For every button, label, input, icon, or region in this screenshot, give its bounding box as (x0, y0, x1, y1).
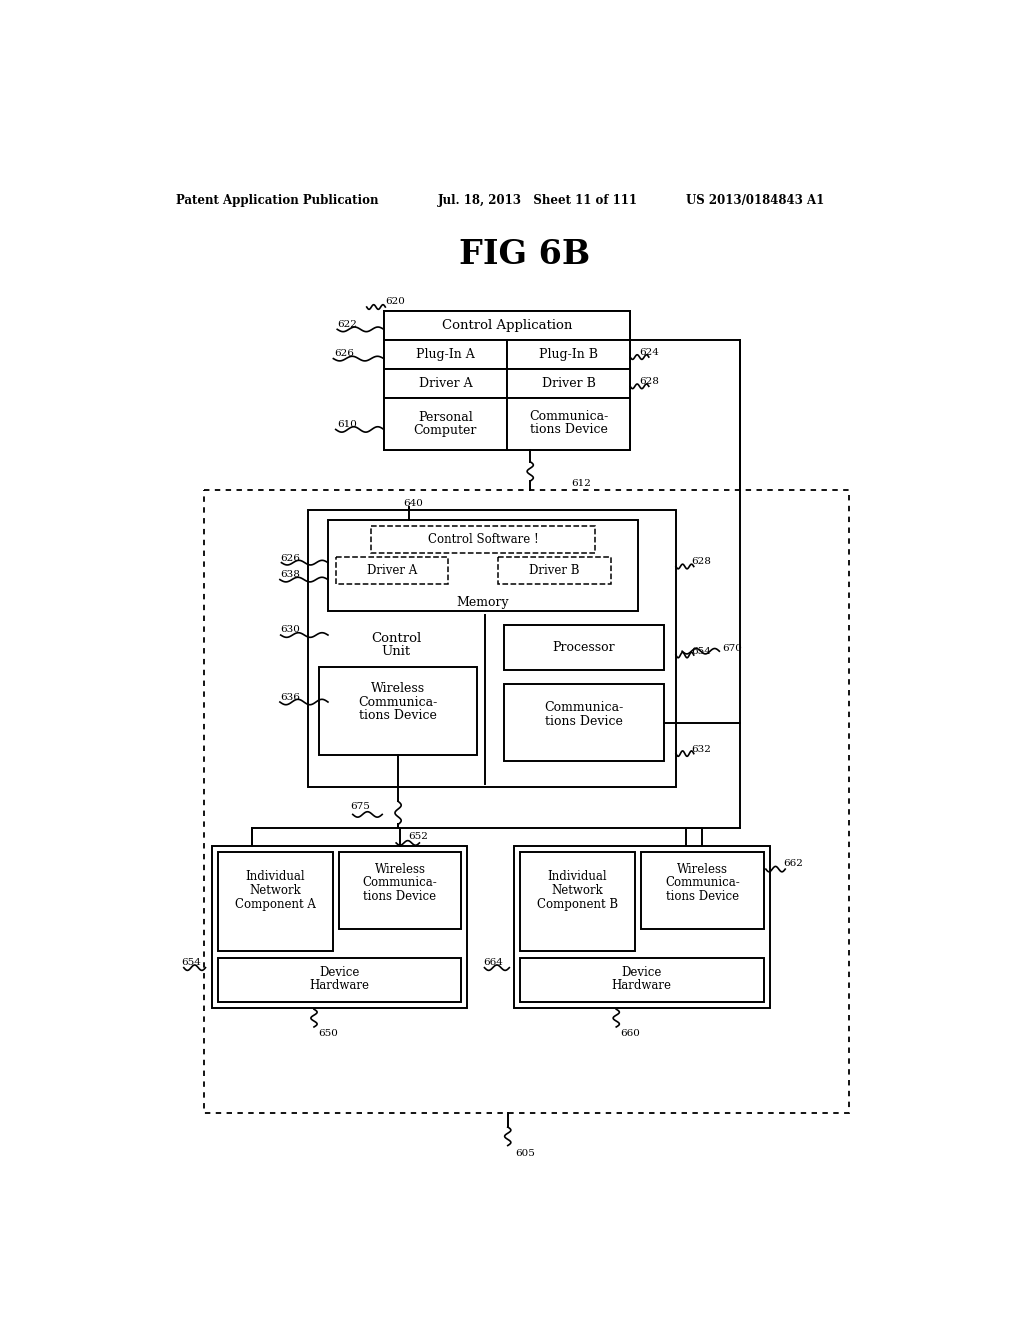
Text: Personal: Personal (418, 412, 473, 425)
Bar (218, 958, 461, 1002)
Text: Communica-: Communica- (665, 876, 739, 890)
Text: Hardware: Hardware (611, 979, 672, 991)
Bar (499, 557, 611, 585)
Bar (384, 312, 630, 341)
Text: Computer: Computer (414, 424, 477, 437)
Text: Device: Device (319, 966, 359, 979)
Bar (504, 684, 665, 762)
Text: 650: 650 (317, 1030, 338, 1039)
Bar (514, 846, 770, 1007)
Text: 624: 624 (640, 348, 659, 356)
Text: 628: 628 (640, 378, 659, 387)
Bar (371, 525, 595, 553)
Bar (520, 958, 764, 1002)
Text: Patent Application Publication: Patent Application Publication (176, 194, 379, 207)
Text: 630: 630 (281, 626, 300, 634)
Text: 605: 605 (515, 1148, 536, 1158)
Text: Wireless: Wireless (371, 681, 425, 694)
Text: 640: 640 (403, 499, 423, 508)
Text: 652: 652 (408, 833, 428, 841)
Bar (384, 312, 630, 450)
Text: 660: 660 (621, 1030, 640, 1039)
Text: tions Device: tions Device (529, 422, 607, 436)
Bar (641, 853, 764, 929)
Text: US 2013/0184843 A1: US 2013/0184843 A1 (686, 194, 824, 207)
Text: Processor: Processor (553, 640, 615, 653)
Text: Individual: Individual (548, 870, 607, 883)
Text: Network: Network (250, 884, 301, 898)
Bar (218, 853, 333, 950)
Text: 610: 610 (337, 420, 356, 429)
Text: tions Device: tions Device (364, 890, 436, 903)
Bar (507, 370, 630, 397)
Text: 654: 654 (691, 647, 712, 656)
Bar (339, 853, 461, 929)
Text: 675: 675 (350, 803, 370, 812)
Text: 638: 638 (281, 570, 300, 578)
Bar (384, 341, 507, 370)
Text: Driver A: Driver A (419, 378, 472, 391)
Text: Control Software !: Control Software ! (428, 533, 539, 545)
Text: 632: 632 (691, 746, 712, 754)
Bar (507, 397, 630, 450)
Text: 612: 612 (571, 479, 591, 488)
Text: 622: 622 (338, 321, 357, 329)
Text: Communica-: Communica- (358, 696, 437, 709)
Text: tions Device: tions Device (359, 709, 437, 722)
Text: Driver B: Driver B (529, 564, 580, 577)
Text: 626: 626 (335, 350, 354, 359)
Text: Memory: Memory (457, 597, 509, 610)
Text: Communica-: Communica- (545, 701, 624, 714)
Text: Plug-In B: Plug-In B (539, 348, 598, 362)
Text: 626: 626 (281, 553, 300, 562)
Text: tions Device: tions Device (545, 714, 623, 727)
Text: Driver B: Driver B (542, 378, 596, 391)
Text: 654: 654 (181, 958, 201, 966)
Text: 620: 620 (385, 297, 406, 306)
Text: 662: 662 (783, 859, 803, 869)
Text: 670: 670 (722, 644, 742, 653)
Text: Wireless: Wireless (677, 862, 728, 875)
Bar (212, 846, 467, 1007)
Text: Device: Device (622, 966, 662, 979)
Text: Component B: Component B (537, 898, 618, 911)
Text: Wireless: Wireless (375, 862, 426, 875)
Text: Plug-In A: Plug-In A (416, 348, 475, 362)
Bar (384, 397, 507, 450)
Text: 636: 636 (281, 693, 300, 702)
Text: Individual: Individual (246, 870, 305, 883)
Text: Network: Network (552, 884, 603, 898)
Text: Control Application: Control Application (441, 319, 572, 333)
Bar (308, 511, 676, 788)
Text: FIG 6B: FIG 6B (459, 238, 591, 271)
Bar (384, 370, 507, 397)
Text: Component A: Component A (234, 898, 315, 911)
Bar (336, 557, 449, 585)
Text: Jul. 18, 2013   Sheet 11 of 111: Jul. 18, 2013 Sheet 11 of 111 (438, 194, 638, 207)
Text: 628: 628 (691, 557, 712, 565)
Bar (319, 667, 477, 755)
Text: Control: Control (371, 631, 421, 644)
Text: 664: 664 (483, 958, 503, 966)
Bar (204, 490, 849, 1113)
Bar (328, 520, 638, 611)
Bar (520, 853, 635, 950)
Text: Communica-: Communica- (529, 409, 608, 422)
Text: Communica-: Communica- (362, 876, 437, 890)
Text: tions Device: tions Device (666, 890, 739, 903)
Bar (507, 341, 630, 370)
Text: Unit: Unit (382, 645, 411, 659)
Bar (504, 626, 665, 669)
Text: Driver A: Driver A (367, 564, 417, 577)
Text: Hardware: Hardware (309, 979, 370, 991)
